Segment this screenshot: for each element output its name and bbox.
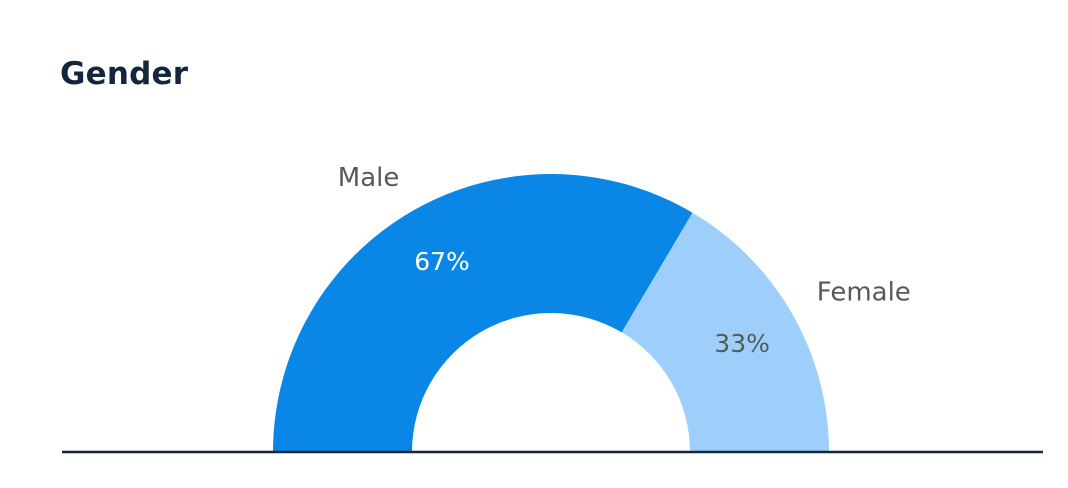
slice-label-male: Male <box>338 163 400 193</box>
chart-title: Gender <box>60 56 189 92</box>
slice-female <box>621 212 829 452</box>
slice-label-female: Female <box>817 277 911 307</box>
chart-labels: Male 67% Female 33% <box>338 163 911 358</box>
slice-value-male: 67% <box>414 247 470 276</box>
chart-slices <box>273 174 829 452</box>
slice-male <box>273 174 693 452</box>
slice-value-female: 33% <box>714 329 770 358</box>
